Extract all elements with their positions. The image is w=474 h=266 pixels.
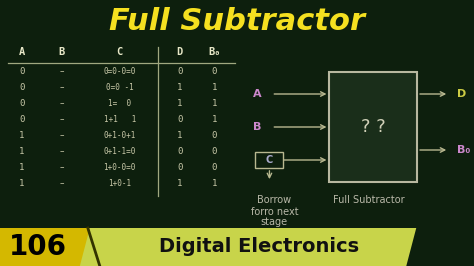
Text: D: D [176, 47, 183, 57]
Text: –: – [60, 68, 64, 77]
Text: 1: 1 [177, 99, 182, 109]
Text: 1: 1 [177, 84, 182, 93]
Text: –: – [60, 84, 64, 93]
Text: 1: 1 [212, 115, 217, 124]
Text: 1+1   1: 1+1 1 [103, 115, 136, 124]
Text: Full Subtractor: Full Subtractor [109, 7, 365, 36]
Text: 0+1-0+1: 0+1-0+1 [103, 131, 136, 140]
Text: B₀: B₀ [208, 47, 221, 57]
Text: 106: 106 [9, 233, 67, 261]
Text: 1: 1 [19, 180, 25, 189]
Text: 1=  0: 1= 0 [108, 99, 131, 109]
Text: A: A [19, 47, 25, 57]
Text: 0: 0 [19, 115, 25, 124]
Text: ? ?: ? ? [361, 118, 386, 136]
Text: 1: 1 [212, 180, 217, 189]
Text: 0=0 -1: 0=0 -1 [106, 84, 134, 93]
Text: 0: 0 [19, 68, 25, 77]
Text: A: A [253, 89, 262, 99]
Text: 0+1-1=0: 0+1-1=0 [103, 148, 136, 156]
Text: 0: 0 [19, 84, 25, 93]
Text: 1+0-1: 1+0-1 [108, 180, 131, 189]
Text: –: – [60, 180, 64, 189]
Text: 0: 0 [212, 148, 217, 156]
Text: B: B [59, 47, 65, 57]
Text: 1: 1 [177, 180, 182, 189]
Text: 0: 0 [177, 115, 182, 124]
Text: 0=0-0=0: 0=0-0=0 [103, 68, 136, 77]
Text: forro next: forro next [251, 207, 298, 217]
Text: 1: 1 [19, 164, 25, 172]
Text: Full Subtractor: Full Subtractor [333, 195, 405, 205]
Text: 1: 1 [212, 84, 217, 93]
Text: 1+0-0=0: 1+0-0=0 [103, 164, 136, 172]
Text: 0: 0 [19, 99, 25, 109]
Text: D: D [457, 89, 466, 99]
Text: –: – [60, 164, 64, 172]
Text: –: – [60, 148, 64, 156]
Text: 0: 0 [177, 164, 182, 172]
Text: B: B [253, 122, 262, 132]
Text: 1: 1 [177, 131, 182, 140]
Text: 0: 0 [212, 68, 217, 77]
Polygon shape [0, 228, 416, 266]
Bar [255, 152, 283, 168]
Text: 0: 0 [212, 131, 217, 140]
Text: –: – [60, 131, 64, 140]
Text: Borrow: Borrow [257, 195, 292, 205]
Text: 0: 0 [212, 164, 217, 172]
Text: 1: 1 [19, 148, 25, 156]
Bar [329, 72, 417, 182]
Text: 0: 0 [177, 148, 182, 156]
Text: 0: 0 [177, 68, 182, 77]
Text: –: – [60, 99, 64, 109]
Text: C: C [266, 155, 273, 165]
Text: C: C [117, 47, 123, 57]
Text: –: – [60, 115, 64, 124]
Text: Digital Electronics: Digital Electronics [159, 238, 359, 256]
Text: 1: 1 [19, 131, 25, 140]
Text: 1: 1 [212, 99, 217, 109]
Text: B₀: B₀ [457, 145, 470, 155]
Polygon shape [0, 228, 90, 266]
Text: stage: stage [261, 217, 288, 227]
